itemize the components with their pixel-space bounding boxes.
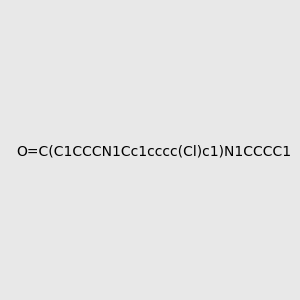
Text: O=C(C1CCCN1Cc1cccc(Cl)c1)N1CCCC1: O=C(C1CCCN1Cc1cccc(Cl)c1)N1CCCC1	[16, 145, 291, 158]
